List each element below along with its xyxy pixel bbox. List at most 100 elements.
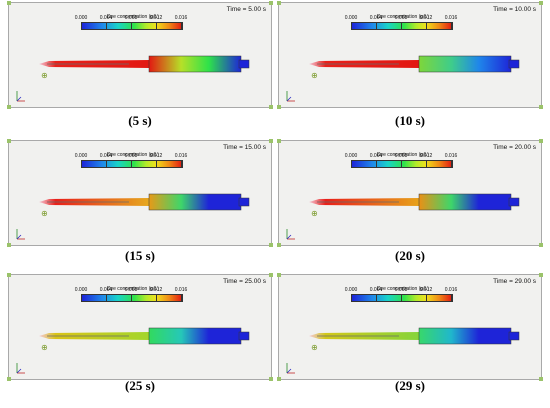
- time-label: Time = 5.00 s: [226, 6, 266, 13]
- colorbar-tick-label: 0.000: [74, 287, 88, 293]
- z-axis-icon: [286, 368, 292, 374]
- colorbar-tick: [451, 22, 452, 30]
- simulation-panel: Time = 25.00 s Dye concentration (g/L) 0.0…: [7, 273, 273, 381]
- flow-domain: ⊕: [286, 327, 520, 374]
- colorbar-tick: [451, 160, 452, 168]
- time-label: Time = 20.00 s: [493, 144, 536, 151]
- corner-marker: [277, 105, 281, 109]
- panel-caption: (20 s): [395, 248, 425, 263]
- corner-marker: [269, 105, 273, 109]
- colorbar-tick: [181, 160, 182, 168]
- colorbar-tick-label: 0.000: [344, 153, 358, 159]
- z-axis-icon: [16, 368, 22, 374]
- corner-marker: [7, 1, 11, 5]
- colorbar-tick: [351, 294, 352, 302]
- simulation-panel: Time = 5.00 s Dye concentration (g/L) 0.00…: [7, 1, 273, 109]
- colorbar-tick: [181, 22, 182, 30]
- colorbar-tick: [426, 160, 427, 168]
- colorbar-tick-label: 0.016: [444, 15, 458, 21]
- origin-marker: ⊕: [311, 71, 318, 80]
- time-label: Time = 29.00 s: [493, 278, 536, 285]
- colorbar-ticks: 0.000 0.004 0.008 0.012 0.016: [337, 153, 465, 159]
- z-axis-icon: [16, 234, 22, 240]
- colorbar-ticks: 0.000 0.004 0.008 0.012 0.016: [337, 287, 465, 293]
- mixing-chamber: [148, 55, 242, 73]
- simulation-panel: Time = 20.00 s Dye concentration (g/L) 0.0…: [277, 139, 543, 247]
- corner-marker: [269, 1, 273, 5]
- corner-marker: [539, 139, 543, 143]
- outlet-pipe: [238, 331, 250, 341]
- colorbar-ticks: 0.000 0.004 0.008 0.012 0.016: [337, 15, 465, 21]
- mixing-chamber: [148, 193, 242, 211]
- colorbar-tick: [351, 22, 352, 30]
- colorbar-tick: [376, 160, 377, 168]
- panel-caption: (15 s): [125, 248, 155, 263]
- panel-caption: (25 s): [125, 378, 155, 393]
- colorbar-tick-label: 0.012: [149, 287, 163, 293]
- outlet-pipe: [508, 59, 520, 69]
- colorbar-tick: [131, 160, 132, 168]
- colorbar-tick: [451, 294, 452, 302]
- time-label: Time = 10.00 s: [493, 6, 536, 13]
- colorbar-tick: [131, 22, 132, 30]
- corner-marker: [7, 377, 11, 381]
- flow-domain: ⊕: [286, 193, 520, 240]
- panel-caption: (29 s): [395, 378, 425, 393]
- flow-domain: ⊕: [16, 55, 250, 102]
- colorbar-tick-label: 0.004: [369, 287, 383, 293]
- corner-marker: [7, 139, 11, 143]
- origin-marker: ⊕: [41, 209, 48, 218]
- flow-domain: ⊕: [16, 327, 250, 374]
- colorbar-tick: [81, 294, 82, 302]
- colorbar-tick-label: 0.008: [394, 287, 408, 293]
- colorbar-ticks: 0.000 0.004 0.008 0.012 0.016: [67, 287, 195, 293]
- colorbar-tick: [106, 160, 107, 168]
- colorbar-tick: [376, 294, 377, 302]
- colorbar-tick: [426, 294, 427, 302]
- corner-marker: [277, 243, 281, 247]
- colorbar-tick-label: 0.012: [149, 15, 163, 21]
- corner-marker: [7, 243, 11, 247]
- colorbar-tick: [156, 160, 157, 168]
- colorbar-tick: [106, 22, 107, 30]
- panel-caption: (10 s): [395, 113, 425, 128]
- colorbar-title: Dye concentration (g/L): [107, 152, 159, 158]
- colorbar-tick-label: 0.012: [149, 153, 163, 159]
- z-axis-icon: [286, 234, 292, 240]
- colorbar-tick-label: 0.004: [99, 287, 113, 293]
- colorbar-tick-label: 0.008: [124, 287, 138, 293]
- corner-marker: [539, 377, 543, 381]
- mixing-chamber: [418, 193, 512, 211]
- colorbar-ticks: 0.000 0.004 0.008 0.012 0.016: [67, 153, 195, 159]
- simulation-panel: Time = 15.00 s Dye concentration (g/L) 0.0…: [7, 139, 273, 247]
- colorbar-tick-label: 0.012: [419, 153, 433, 159]
- flow-domain: ⊕: [286, 55, 520, 102]
- colorbar-tick-label: 0.016: [174, 15, 188, 21]
- origin-marker: ⊕: [311, 209, 318, 218]
- colorbar-tick-label: 0.000: [344, 287, 358, 293]
- colorbar-tick: [401, 160, 402, 168]
- colorbar-tick: [401, 22, 402, 30]
- corner-marker: [539, 105, 543, 109]
- corner-marker: [277, 1, 281, 5]
- corner-marker: [539, 1, 543, 5]
- simulation-panel: Time = 29.00 s Dye concentration (g/L) 0.0…: [277, 273, 543, 381]
- colorbar-title: Dye concentration (g/L): [377, 14, 429, 20]
- origin-marker: ⊕: [311, 343, 318, 352]
- colorbar-title: Dye concentration (g/L): [377, 286, 429, 292]
- corner-marker: [7, 273, 11, 277]
- panel-caption: (5 s): [128, 113, 152, 128]
- corner-marker: [277, 139, 281, 143]
- corner-marker: [269, 273, 273, 277]
- colorbar-tick-label: 0.016: [444, 153, 458, 159]
- colorbar-tick-label: 0.004: [369, 15, 383, 21]
- colorbar-tick-label: 0.004: [369, 153, 383, 159]
- colorbar-tick-label: 0.008: [394, 15, 408, 21]
- colorbar-tick-label: 0.004: [99, 15, 113, 21]
- colorbar-ticks: 0.000 0.004 0.008 0.012 0.016: [67, 15, 195, 21]
- mixing-chamber: [418, 55, 512, 73]
- colorbar-tick: [426, 22, 427, 30]
- colorbar-tick: [351, 160, 352, 168]
- simulation-panel: Time = 10.00 s Dye concentration (g/L) 0.0…: [277, 1, 543, 109]
